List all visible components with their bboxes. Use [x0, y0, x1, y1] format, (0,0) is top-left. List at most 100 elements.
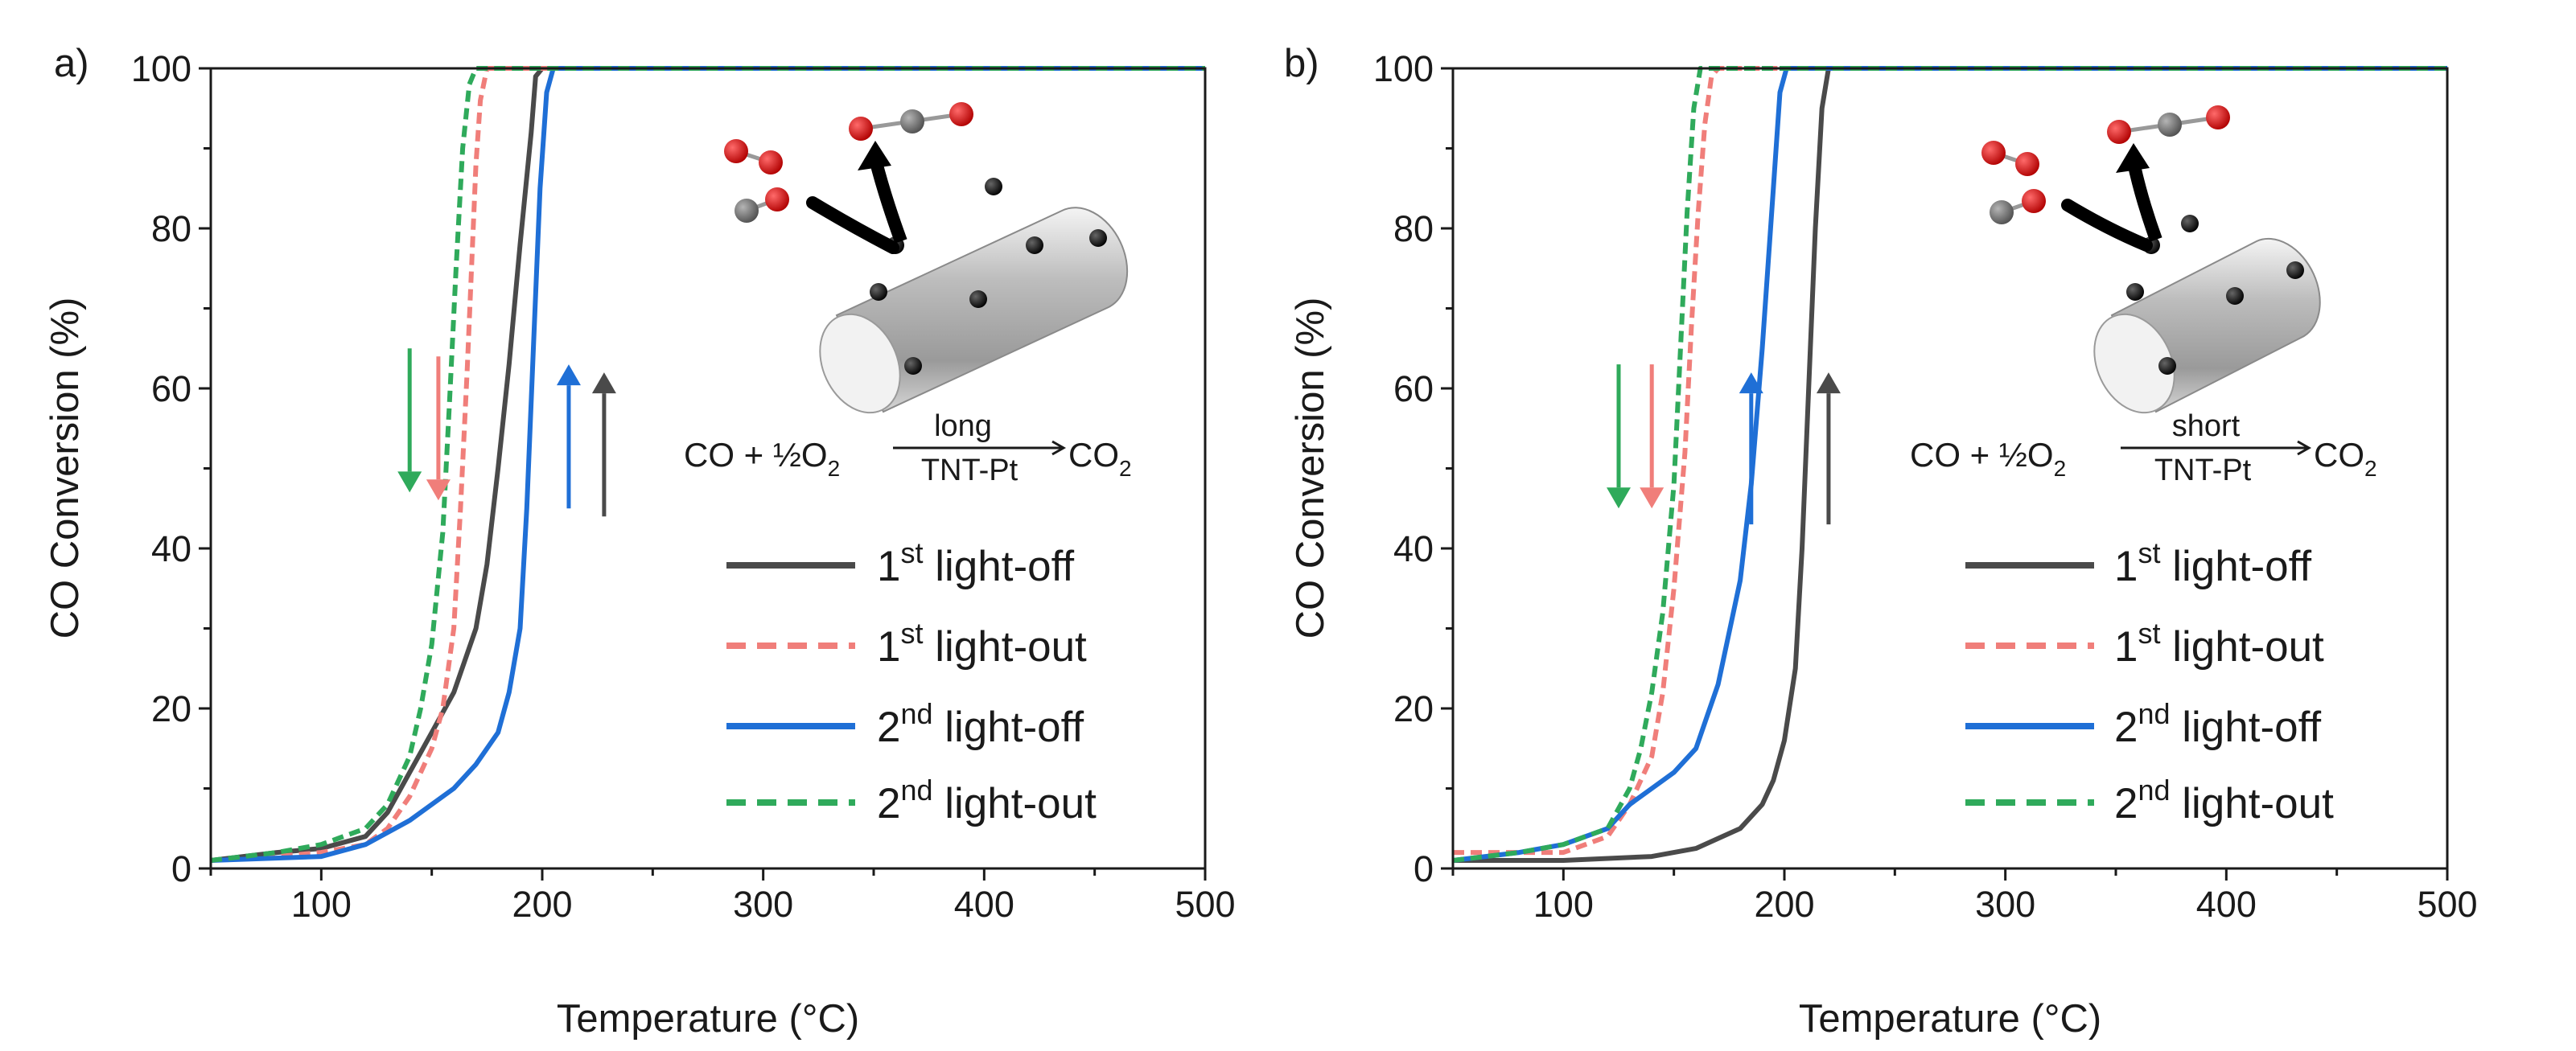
reaction-equation: CO + ½O2 short TNT-Pt CO2 [1910, 409, 2377, 487]
arrow-down-icon [426, 356, 451, 501]
svg-text:2nd light-off: 2nd light-off [2114, 697, 2321, 751]
legend-label-text: light-off [924, 543, 1075, 590]
x-axis-label: Temperature (°C) [557, 997, 859, 1041]
y-tick-label: 80 [151, 208, 191, 249]
panel-label: a) [54, 42, 89, 85]
arrow-down-icon [397, 348, 422, 493]
svg-text:CO + ½O2: CO + ½O2 [684, 436, 840, 481]
plot-area: 100 200 300 400 500 0 20 40 60 80 100 [131, 48, 1236, 925]
x-tick-label: 400 [2196, 884, 2257, 925]
eq-below-arrow: TNT-Pt [921, 454, 1018, 487]
y-axis-label: CO Conversion (%) [1289, 298, 1332, 639]
x-tick-label: 500 [1175, 884, 1235, 925]
legend-item: 2nd light-out [726, 774, 1097, 827]
legend-label-sup: st [900, 617, 923, 650]
arrow-down-icon [1640, 364, 1665, 509]
series-line-2nd-light-out [210, 66, 1205, 863]
legend-item: 2nd light-off [726, 697, 1084, 751]
x-tick-label: 200 [512, 884, 572, 925]
series-layer [210, 66, 1205, 863]
arrow-up-icon [1816, 372, 1841, 525]
legend-label-text: light-out [924, 623, 1088, 671]
svg-text:2nd light-off: 2nd light-off [877, 697, 1084, 751]
series-line-2nd-light-off [1452, 66, 2447, 863]
nanotube-icon [2093, 237, 2321, 414]
series-line-1st-light-off [1453, 66, 2447, 863]
legend-label-base: 1 [2114, 543, 2138, 590]
svg-text:1st light-off: 1st light-off [877, 536, 1074, 590]
legend-item: 2nd light-out [1965, 774, 2334, 827]
eq-above-arrow: long [934, 409, 992, 443]
y-tick-label: 20 [151, 688, 191, 729]
legend-label-sup: st [2138, 617, 2160, 650]
legend-label-base: 2 [2114, 780, 2138, 827]
direction-arrows [1607, 364, 1841, 525]
eq-rhs-subscript: 2 [2364, 456, 2377, 481]
svg-text:2nd light-out: 2nd light-out [2114, 774, 2334, 827]
legend-label-sup: nd [900, 774, 932, 807]
legend-label-base: 2 [877, 704, 900, 751]
legend-label-text: light-out [933, 780, 1097, 827]
x-tick-label: 400 [954, 884, 1014, 925]
arrow-up-icon [1739, 372, 1763, 525]
co2-molecule-icon [849, 102, 973, 141]
svg-text:CO2: CO2 [2314, 436, 2377, 481]
legend: 1st light-off 1st light-out 2nd light-of… [726, 536, 1097, 827]
eq-rhs: CO [2314, 436, 2364, 474]
legend-item: 1st light-out [1965, 617, 2324, 671]
eq-lhs-subscript: 2 [828, 456, 841, 481]
y-tick-label: 100 [1373, 48, 1434, 89]
eq-lhs: CO + ½O [684, 436, 828, 474]
x-tick-label: 500 [2417, 884, 2477, 925]
reaction-arrow-icon [2061, 143, 2162, 252]
co-molecule-icon [735, 187, 789, 223]
eq-above-arrow: short [2172, 409, 2241, 443]
legend-item: 1st light-off [726, 536, 1074, 590]
legend-label-sup: st [900, 536, 923, 569]
x-tick-label: 200 [1754, 884, 1814, 925]
legend-label-base: 1 [2114, 623, 2138, 671]
y-tick-label: 0 [1414, 848, 1434, 889]
legend-label-base: 2 [877, 780, 900, 827]
legend-label-base: 1 [877, 623, 900, 671]
svg-text:CO2: CO2 [1068, 436, 1132, 481]
legend-item: 2nd light-off [1965, 697, 2321, 751]
co-molecule-icon [1990, 189, 2046, 224]
legend-label-text: light-off [2171, 704, 2322, 751]
eq-rhs-subscript: 2 [1119, 456, 1132, 481]
catalyst-illustration [1981, 105, 2321, 414]
panel-label: b) [1284, 42, 1319, 85]
legend-label-base: 1 [877, 543, 900, 590]
plot-area: 100 200 300 400 500 0 20 40 60 80 100 [1373, 48, 2478, 925]
y-tick-label: 60 [1393, 368, 1434, 409]
co2-molecule-icon [2107, 105, 2230, 144]
direction-arrows [397, 348, 616, 517]
series-line-1st-light-out [1453, 66, 2447, 856]
x-tick-label: 100 [291, 884, 352, 925]
svg-text:1st light-off: 1st light-off [2114, 536, 2311, 590]
o2-molecule-icon [724, 139, 783, 174]
series-layer [1452, 66, 2447, 863]
y-tick-label: 80 [1393, 208, 1434, 249]
series-line-2nd-light-off [210, 66, 1205, 863]
eq-rhs: CO [1068, 436, 1119, 474]
x-tick-label: 300 [733, 884, 793, 925]
legend-label-text: light-out [2161, 623, 2325, 671]
series-line-2nd-light-out [1452, 66, 2447, 863]
arrow-up-icon [591, 372, 616, 517]
legend-label-base: 2 [2114, 704, 2138, 751]
series-line-1st-light-off [210, 66, 1205, 863]
legend-label-text: light-off [933, 704, 1084, 751]
legend-label-text: light-off [2161, 543, 2312, 590]
y-tick-label: 40 [1393, 528, 1434, 569]
y-tick-label: 100 [131, 48, 191, 89]
panel-a: a) 100 200 300 400 500 0 20 40 60 80 100 Temperatu… [43, 42, 1236, 1041]
legend-label-sup: nd [2138, 774, 2170, 807]
catalyst-illustration [724, 102, 1129, 414]
legend-item: 1st light-off [1965, 536, 2311, 590]
y-tick-label: 60 [151, 368, 191, 409]
x-axis-label: Temperature (°C) [1799, 997, 2101, 1041]
eq-lhs: CO + ½O [1910, 436, 2054, 474]
axis-ticks: 100 200 300 400 500 0 20 40 60 80 100 [131, 48, 1236, 925]
